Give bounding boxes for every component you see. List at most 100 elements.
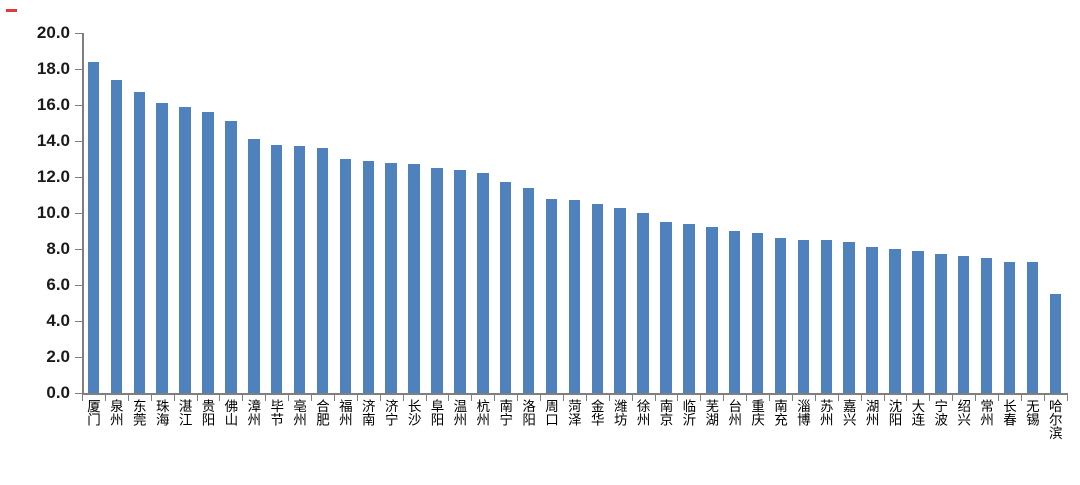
bar: [797, 240, 810, 393]
bar: [385, 162, 397, 393]
y-tick-mark: [75, 357, 82, 358]
y-tick-label: 4.0: [46, 311, 70, 330]
bar: [454, 169, 466, 393]
x-tick-mark: [219, 394, 221, 401]
bar: [133, 92, 146, 393]
bar: [820, 240, 833, 393]
x-tick-mark: [906, 394, 908, 401]
bar: [339, 159, 352, 393]
y-tick-label: 20.0: [36, 23, 70, 42]
x-tick-mark: [150, 394, 152, 401]
bar: [935, 254, 947, 393]
x-tick-mark: [333, 394, 335, 401]
x-tick-label: 潍坊: [611, 399, 627, 426]
bar: [957, 256, 970, 393]
bar: [843, 241, 855, 393]
bar: [591, 204, 604, 393]
x-tick-mark: [700, 394, 702, 401]
x-tick-mark: [837, 394, 839, 401]
x-tick-mark: [82, 394, 84, 401]
x-tick-label: 济宁: [382, 399, 398, 426]
x-tick-mark: [540, 394, 542, 401]
x-tick-mark: [929, 394, 931, 401]
bar: [87, 61, 100, 393]
x-tick-label: 苏州: [817, 399, 833, 426]
x-tick-mark: [311, 394, 313, 401]
x-tick-label: 徐州: [634, 399, 650, 426]
bar: [660, 222, 672, 393]
x-tick-mark: [562, 394, 564, 401]
x-tick-label: 亳州: [291, 399, 307, 426]
x-tick-label: 芜湖: [703, 399, 719, 426]
x-tick-label: 南充: [772, 399, 787, 426]
bar: [293, 146, 306, 393]
bar: [156, 103, 168, 393]
bar: [637, 213, 649, 393]
x-tick-mark: [425, 394, 427, 401]
y-tick-label: 16.0: [36, 95, 70, 114]
x-tick-mark: [998, 394, 1000, 401]
x-tick-label: 湛江: [176, 399, 192, 426]
y-tick-mark: [75, 105, 82, 106]
y-tick-mark: [75, 285, 82, 286]
x-tick-mark: [631, 394, 633, 401]
x-tick-mark: [1043, 394, 1045, 401]
y-tick-mark: [75, 249, 82, 250]
x-tick-mark: [127, 394, 129, 401]
bar: [568, 200, 581, 393]
x-tick-label: 金华: [588, 399, 604, 426]
x-tick-label: 佛山: [222, 399, 238, 426]
x-tick-mark: [173, 394, 175, 401]
x-tick-label: 湖州: [863, 399, 879, 426]
bar: [706, 227, 718, 393]
x-tick-mark: [608, 394, 610, 401]
y-tick-label: 6.0: [46, 275, 70, 294]
y-tick-label: 18.0: [36, 59, 70, 78]
x-tick-mark: [860, 394, 862, 401]
x-tick-label: 杭州: [474, 399, 490, 426]
x-tick-label: 南京: [657, 399, 673, 426]
x-tick-mark: [448, 394, 450, 401]
y-tick-label: 2.0: [46, 347, 70, 366]
bar: [110, 79, 123, 393]
x-tick-label: 淄博: [794, 399, 810, 426]
x-tick-mark: [1066, 394, 1068, 401]
x-tick-label: 贵阳: [199, 399, 215, 426]
bar: [225, 121, 237, 393]
y-tick-label: 10.0: [36, 203, 70, 222]
x-tick-mark: [494, 394, 496, 401]
bar: [912, 250, 924, 393]
bar: [774, 238, 787, 393]
bar: [362, 160, 375, 393]
x-tick-label: 厦门: [85, 399, 100, 426]
x-tick-label: 福州: [336, 399, 352, 426]
x-tick-label: 重庆: [749, 399, 765, 426]
x-tick-mark: [952, 394, 954, 401]
x-tick-label: 温州: [451, 399, 467, 426]
x-tick-mark: [814, 394, 816, 401]
x-tick-mark: [196, 394, 198, 401]
x-axis-line: [82, 393, 1068, 395]
bar: [522, 187, 535, 393]
y-axis-line: [82, 33, 84, 394]
bar: [889, 249, 901, 393]
x-tick-label: 菏泽: [565, 399, 581, 426]
x-tick-label: 济南: [359, 399, 375, 426]
x-tick-label: 珠海: [153, 399, 169, 426]
y-tick-label: 12.0: [36, 167, 70, 186]
x-tick-label: 沈阳: [886, 399, 902, 426]
x-tick-mark: [975, 394, 977, 401]
x-tick-mark: [585, 394, 587, 401]
bar: [1026, 261, 1039, 393]
x-tick-label: 长春: [1001, 399, 1016, 426]
x-tick-mark: [471, 394, 473, 401]
bar: [728, 231, 741, 393]
x-tick-label: 毕节: [268, 399, 284, 426]
y-tick-mark: [75, 177, 82, 178]
x-tick-label: 长沙: [405, 399, 421, 426]
x-tick-label: 泉州: [107, 399, 123, 426]
x-tick-label: 宁波: [932, 399, 948, 426]
x-tick-mark: [791, 394, 793, 401]
y-tick-mark: [75, 321, 82, 322]
x-tick-mark: [288, 394, 290, 401]
